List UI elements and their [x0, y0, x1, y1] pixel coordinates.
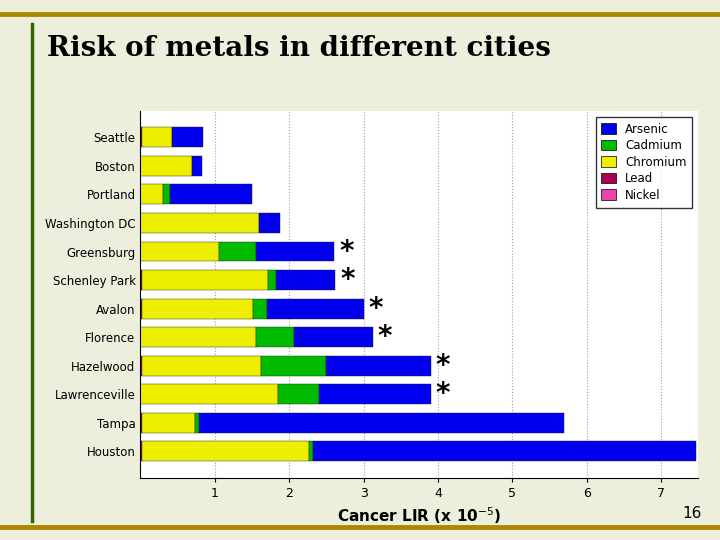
Legend: Arsenic, Cadmium, Chromium, Lead, Nickel: Arsenic, Cadmium, Chromium, Lead, Nickel	[595, 117, 693, 207]
Bar	[278, 384, 319, 404]
Bar	[195, 413, 199, 433]
Bar	[294, 327, 372, 347]
Bar	[140, 270, 142, 290]
Text: *: *	[369, 294, 383, 322]
Text: *: *	[341, 266, 355, 294]
Bar	[140, 241, 219, 261]
Bar	[140, 384, 278, 404]
Bar	[142, 356, 261, 376]
Text: *: *	[436, 352, 450, 380]
Bar	[199, 413, 564, 433]
Bar	[313, 441, 696, 461]
Bar	[140, 185, 163, 205]
Bar	[253, 299, 267, 319]
Bar	[140, 413, 142, 433]
Bar	[142, 413, 195, 433]
Bar	[256, 327, 294, 347]
Bar	[140, 127, 142, 147]
Bar	[142, 270, 269, 290]
Text: 16: 16	[683, 506, 702, 521]
Bar	[269, 270, 276, 290]
Bar	[261, 356, 326, 376]
Bar	[140, 213, 259, 233]
Bar	[326, 356, 431, 376]
Bar	[140, 156, 192, 176]
Bar	[140, 299, 142, 319]
Bar	[140, 327, 256, 347]
X-axis label: Cancer LIR (x 10$^{-5}$): Cancer LIR (x 10$^{-5}$)	[337, 505, 502, 526]
Bar	[140, 356, 142, 376]
Bar	[170, 185, 252, 205]
Text: *: *	[436, 380, 450, 408]
Bar	[319, 384, 431, 404]
Bar	[267, 299, 364, 319]
Bar	[256, 241, 334, 261]
Bar	[171, 127, 203, 147]
Text: *: *	[339, 238, 354, 266]
Bar	[219, 241, 256, 261]
Text: Risk of metals in different cities: Risk of metals in different cities	[47, 35, 551, 62]
Bar	[142, 299, 253, 319]
Text: *: *	[378, 323, 392, 351]
Bar	[142, 441, 310, 461]
Bar	[163, 185, 170, 205]
Bar	[310, 441, 313, 461]
Bar	[192, 156, 202, 176]
Bar	[276, 270, 336, 290]
Bar	[140, 441, 142, 461]
Bar	[142, 127, 171, 147]
Bar	[259, 213, 280, 233]
